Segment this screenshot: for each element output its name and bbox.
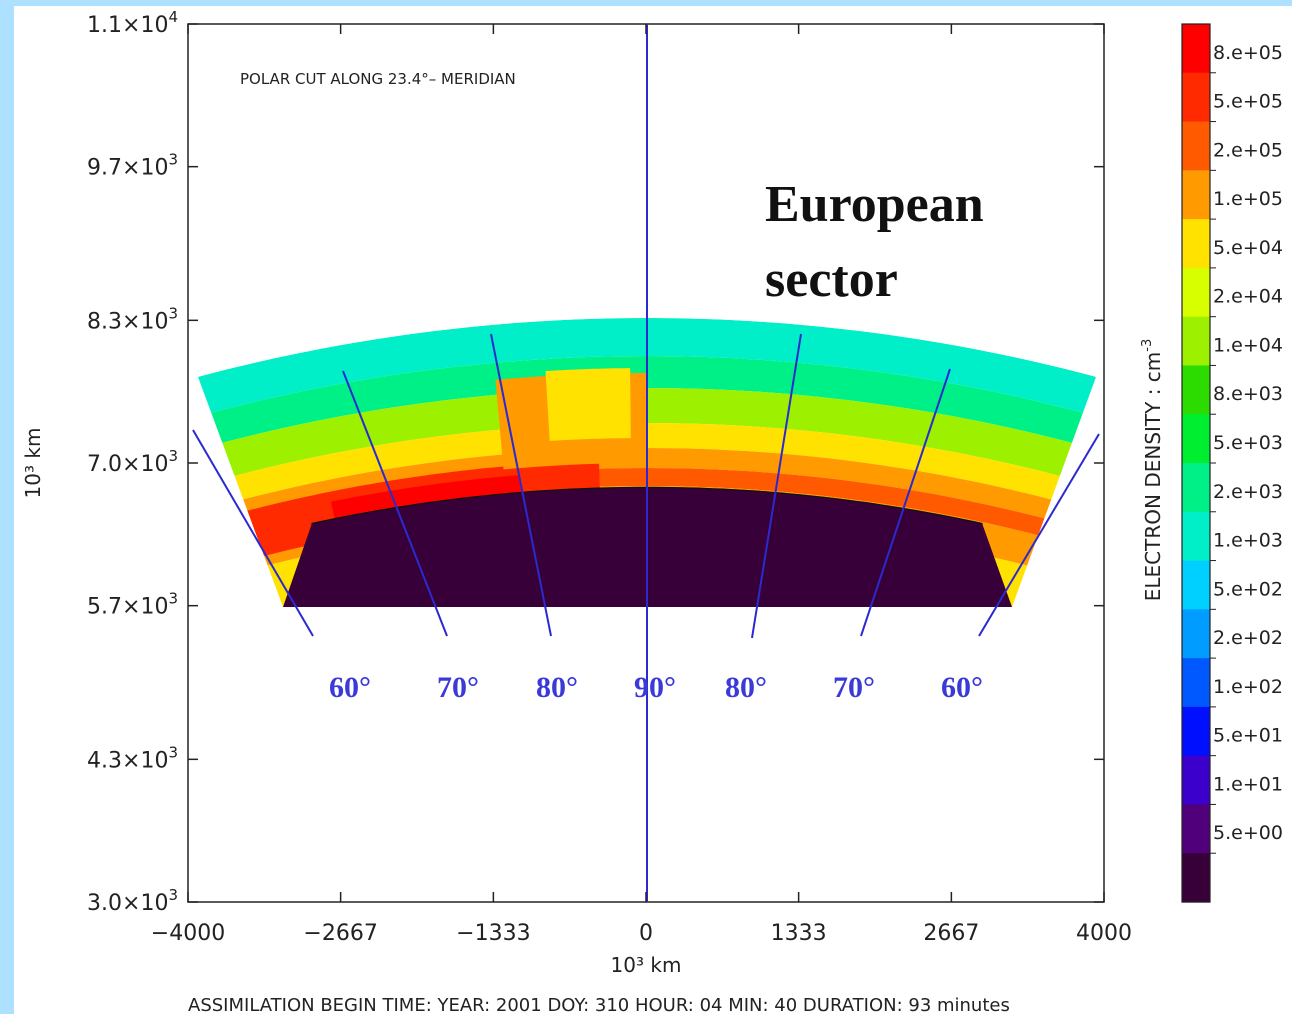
colorbar-level-label: 1.e+04 [1213,334,1283,356]
y-tick-label: 4.3×103 [87,743,178,773]
colorbar-level-label: 5.e+05 [1213,91,1283,113]
latitude-line [978,433,1100,637]
x-tick-label: −1333 [456,921,530,946]
y-axis: 1.1×104 9.7×103 8.3×103 7.0×103 5.7×103 4.3×1… [87,8,1104,916]
y-tick-label: 9.7×103 [87,151,178,181]
colorbar-level-label: 1.e+02 [1213,676,1283,698]
annotation-line-1: European [765,176,984,233]
x-tick-label: 1333 [771,921,827,946]
latitude-label: 80° [536,671,578,704]
colorbar-swatch [1182,755,1210,806]
annotation-line-2: sector [765,251,898,308]
colorbar-level-label: 1.e+03 [1213,530,1283,552]
colorbar-level-label: 5.e+03 [1213,432,1283,454]
colorbar-level-label: 5.e+01 [1213,725,1283,747]
colorbar-swatch [1182,853,1210,903]
colorbar-level-label: 5.e+02 [1213,578,1283,600]
y-tick-label: 8.3×103 [87,304,178,334]
colorbar-swatch [1182,609,1210,659]
colorbar-level-label: 1.e+05 [1213,188,1283,210]
y-tick-label: 5.7×103 [87,590,178,620]
colorbar-level-label: 5.e+04 [1213,237,1283,259]
x-tick-label: 2667 [923,921,979,946]
chart-title: POLAR CUT ALONG 23.4°– MERIDIAN [240,70,516,88]
colorbar-swatch [1182,170,1210,220]
latitude-label: 60° [941,671,983,704]
density-band [225,423,1069,503]
latitude-line [342,370,448,637]
latitude-label: 80° [725,671,767,704]
x-tick-label: −2667 [303,921,377,946]
x-tick-label: −4000 [151,921,225,946]
x-axis-label: 10³ km [611,953,682,977]
footer-text: ASSIMILATION BEGIN TIME: YEAR: 2001 DOY:… [188,995,1010,1014]
colorbar-swatch [1182,219,1210,269]
colorbar-level-label: 2.e+03 [1213,481,1283,503]
colorbar-swatch [1182,463,1210,513]
colorbar-swatch [1182,121,1210,171]
colorbar-label: ELECTRON DENSITY : cm-3 [1140,339,1165,601]
colorbar-swatch [1182,72,1210,123]
colorbar: 8.e+05 5.e+05 2.e+05 1.e+05 5.e+04 2.e+04 1.e+… [1181,23,1283,903]
colorbar-swatch [1182,560,1210,610]
colorbar-swatch [1182,365,1210,415]
density-band [207,356,1087,445]
latitude-label: 70° [833,671,875,704]
colorbar-swatch [1182,804,1210,854]
latitude-line [751,333,802,639]
density-plume-top [545,368,631,441]
colorbar-level-label: 1.e+01 [1213,773,1283,795]
colorbar-swatch [1182,414,1210,464]
x-axis: −4000 −2667 −1333 0 1333 2667 4000 [151,24,1132,946]
y-tick-label: 3.0×103 [87,886,178,916]
colorbar-level-label: 2.e+04 [1213,286,1283,308]
colorbar-swatch [1182,24,1210,74]
colorbar-swatch [1182,267,1210,318]
latitude-label: 70° [437,671,479,704]
colorbar-level-label: 5.e+00 [1213,822,1283,844]
latitude-label: 60° [329,671,371,704]
colorbar-swatch [1182,511,1210,562]
y-tick-label: 7.0×103 [87,447,178,477]
latitude-label: 90° [634,671,676,704]
y-tick-label: 1.1×104 [87,8,178,38]
density-band [198,318,1096,414]
colorbar-level-label: 8.e+03 [1213,383,1283,405]
x-tick-label: 0 [639,921,653,946]
colorbar-level-label: 2.e+05 [1213,139,1283,161]
latitude-line [490,333,552,637]
density-band [231,448,1063,522]
latitude-labels: 60° 70° 80° 90° 80° 70° 60° [329,671,983,704]
density-band [216,388,1078,479]
colorbar-swatch [1182,658,1210,708]
x-tick-label: 4000 [1076,921,1132,946]
colorbar-level-label: 8.e+05 [1213,42,1283,64]
colorbar-swatch [1182,706,1210,757]
colorbar-label-exp: -3 [1140,339,1155,352]
latitude-line [860,368,951,637]
colorbar-level-label: 2.e+02 [1213,627,1283,649]
latitude-lines [192,333,1100,639]
colorbar-swatch [1182,316,1210,367]
latitude-line [192,429,314,637]
slide-frame-left [0,0,14,1014]
y-axis-label: 10³ km [21,428,45,499]
slide-frame-top [0,0,1292,6]
